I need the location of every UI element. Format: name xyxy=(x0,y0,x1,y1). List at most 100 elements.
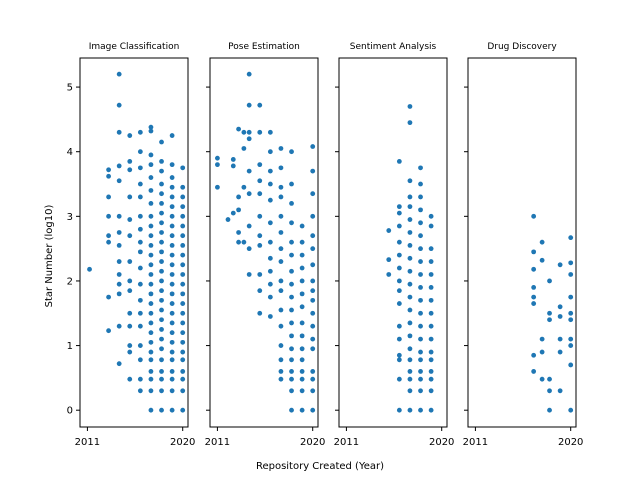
data-point xyxy=(159,346,164,352)
data-point xyxy=(159,327,164,332)
data-point xyxy=(289,268,294,274)
data-point xyxy=(148,281,154,287)
data-point xyxy=(428,246,434,252)
data-point xyxy=(215,155,220,161)
data-point xyxy=(418,388,423,394)
data-point xyxy=(106,294,111,300)
data-point xyxy=(159,307,164,313)
data-point xyxy=(289,181,294,187)
data-point xyxy=(289,369,294,374)
data-point xyxy=(137,265,143,271)
axes-frame xyxy=(209,57,319,428)
data-point xyxy=(428,369,434,374)
data-point xyxy=(246,191,252,197)
data-point xyxy=(557,304,563,310)
data-point xyxy=(531,301,537,306)
data-point xyxy=(257,288,263,294)
data-point xyxy=(148,175,154,180)
data-point xyxy=(159,376,164,382)
data-point xyxy=(299,369,305,374)
x-tick-label: 2020 xyxy=(429,437,454,448)
data-point xyxy=(215,162,220,168)
data-point xyxy=(418,246,423,252)
data-point xyxy=(310,168,316,174)
data-point xyxy=(180,339,186,345)
data-point xyxy=(289,376,294,382)
data-point xyxy=(396,288,402,294)
data-point xyxy=(148,128,154,134)
data-point xyxy=(418,259,423,264)
data-point xyxy=(148,301,154,306)
y-tick-label: 1 xyxy=(67,341,73,352)
data-point xyxy=(299,346,305,352)
data-point xyxy=(289,407,294,413)
data-point xyxy=(310,407,316,413)
data-point xyxy=(278,278,284,284)
data-point xyxy=(106,167,111,173)
data-point xyxy=(225,217,231,222)
data-point xyxy=(418,323,423,329)
data-point xyxy=(180,233,186,239)
data-point xyxy=(257,191,263,197)
data-point xyxy=(148,272,154,277)
data-point xyxy=(116,281,122,287)
data-point xyxy=(407,376,413,382)
data-point xyxy=(289,239,294,245)
data-point xyxy=(159,201,164,206)
data-point xyxy=(159,259,164,264)
data-point xyxy=(289,281,294,287)
data-point xyxy=(531,294,537,300)
data-point xyxy=(289,388,294,394)
data-point xyxy=(159,336,164,342)
data-point xyxy=(428,259,434,264)
data-point xyxy=(289,357,294,363)
data-point xyxy=(310,262,316,268)
data-point xyxy=(418,207,423,213)
data-point xyxy=(407,268,413,274)
data-point xyxy=(278,230,284,235)
data-point xyxy=(159,168,164,174)
data-point xyxy=(310,144,316,149)
data-point xyxy=(407,333,413,339)
data-point xyxy=(428,349,434,355)
data-point xyxy=(539,239,545,245)
data-point xyxy=(418,285,423,290)
data-point xyxy=(428,213,434,219)
data-point xyxy=(289,149,294,155)
data-point xyxy=(418,407,423,413)
data-point xyxy=(137,239,143,245)
y-tick-label: 3 xyxy=(67,212,73,223)
data-point xyxy=(180,272,186,277)
data-point xyxy=(159,139,164,145)
data-point xyxy=(230,163,236,169)
data-point xyxy=(531,213,537,219)
data-point xyxy=(428,285,434,290)
data-point xyxy=(428,272,434,277)
data-point xyxy=(557,388,563,394)
data-point xyxy=(257,310,263,316)
data-point xyxy=(257,178,263,184)
data-point xyxy=(180,369,186,374)
data-point xyxy=(547,376,552,382)
data-point xyxy=(148,291,154,297)
data-point xyxy=(127,159,133,164)
data-point xyxy=(568,362,574,368)
data-point xyxy=(418,194,423,200)
data-point xyxy=(428,336,434,342)
data-point xyxy=(299,407,305,413)
data-point xyxy=(180,320,186,326)
panel-2: Pose Estimation 2011 2020 xyxy=(205,42,326,448)
axes-frame xyxy=(467,57,577,428)
data-point xyxy=(428,323,434,329)
data-point xyxy=(299,320,305,326)
data-point xyxy=(278,246,284,252)
data-point xyxy=(310,369,316,374)
data-point xyxy=(289,333,294,339)
data-point xyxy=(148,213,154,219)
data-point xyxy=(127,349,133,355)
data-point xyxy=(267,129,273,135)
data-point xyxy=(557,349,563,355)
data-point xyxy=(137,165,143,171)
data-point xyxy=(407,357,413,363)
x-tick-label: 2020 xyxy=(170,437,195,448)
